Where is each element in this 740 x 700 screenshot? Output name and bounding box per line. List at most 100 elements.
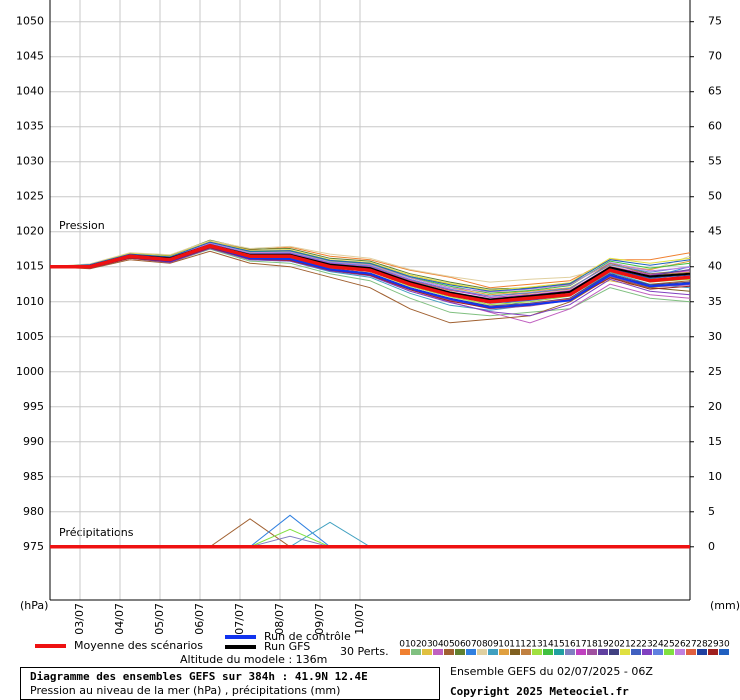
legend-label: Moyenne des scénarios xyxy=(74,639,203,652)
y-tick-label: 1010 xyxy=(16,295,44,308)
y-tick-label: 975 xyxy=(23,540,44,553)
legend-label: 28 xyxy=(696,640,708,650)
legend-label: 06 xyxy=(454,640,466,650)
y-tick-label: 1045 xyxy=(16,50,44,63)
legend-label: 16 xyxy=(564,640,576,650)
legend-label: 29 xyxy=(707,640,719,650)
y2-tick-label: 65 xyxy=(708,85,722,98)
legend-label: 04 xyxy=(432,640,444,650)
y2-tick-label: 25 xyxy=(708,365,722,378)
x-tick-label: 05/07 xyxy=(153,603,166,635)
legend-swatch xyxy=(609,649,619,655)
legend-swatch xyxy=(708,649,718,655)
y-tick-label: 1025 xyxy=(16,190,44,203)
y2-tick-label: 30 xyxy=(708,330,722,343)
altitude: Altitude du modele : 136m xyxy=(180,653,327,666)
y2-unit: (mm) xyxy=(710,599,740,612)
legend-label: 01 xyxy=(399,640,410,650)
pressure-line xyxy=(49,250,691,324)
legend-swatch xyxy=(455,649,465,655)
y-tick-label: 1020 xyxy=(16,225,44,238)
y2-tick-label: 75 xyxy=(708,15,722,28)
legend-swatch xyxy=(598,649,608,655)
title: Diagramme des ensembles GEFS sur 384h : … xyxy=(30,670,368,683)
legend-swatch xyxy=(532,649,542,655)
legend-label: Run de contrôle xyxy=(264,630,351,643)
y2-tick-label: 60 xyxy=(708,120,722,133)
y-tick-label: 1030 xyxy=(16,155,44,168)
y-tick-label: 980 xyxy=(23,505,44,518)
legend-label: 20 xyxy=(608,640,620,650)
y-tick-label: 995 xyxy=(23,400,44,413)
legend-label: 27 xyxy=(685,640,696,650)
legend-swatch xyxy=(697,649,707,655)
y2-tick-label: 5 xyxy=(708,505,715,518)
legend-label: 03 xyxy=(421,640,432,650)
legend-label: 26 xyxy=(674,640,686,650)
pressure-line xyxy=(49,241,691,292)
legend-label: 30 xyxy=(718,640,730,650)
legend-label: 11 xyxy=(509,640,520,650)
legend-swatch xyxy=(554,649,564,655)
y2-tick-label: 10 xyxy=(708,470,722,483)
legend-label: 07 xyxy=(465,640,476,650)
legend-label: 02 xyxy=(410,640,421,650)
x-tick-label: 09/07 xyxy=(313,603,326,635)
y2-tick-label: 15 xyxy=(708,435,722,448)
pressure-label: Pression xyxy=(59,219,105,232)
legend-swatch xyxy=(433,649,443,655)
legend-label: 12 xyxy=(520,640,531,650)
y-tick-label: 1005 xyxy=(16,330,44,343)
legend-label: 19 xyxy=(597,640,609,650)
y-tick-label: 1035 xyxy=(16,120,44,133)
precip-label: Précipitations xyxy=(59,526,134,539)
x-tick-label: 08/07 xyxy=(273,603,286,635)
x-tick-label: 10/07 xyxy=(353,603,366,635)
y-tick-label: 1015 xyxy=(16,260,44,273)
run-info: Ensemble GEFS du 02/07/2025 - 06Z xyxy=(450,665,653,678)
plot-area xyxy=(50,0,690,600)
y2-tick-label: 40 xyxy=(708,260,722,273)
legend-swatch xyxy=(499,649,509,655)
legend-label: 22 xyxy=(630,640,641,650)
y2-tick-label: 0 xyxy=(708,540,715,553)
legend-swatch xyxy=(664,649,674,655)
legend-swatch xyxy=(444,649,454,655)
legend-swatch xyxy=(488,649,498,655)
y-tick-label: 1040 xyxy=(16,85,44,98)
y2-tick-label: 45 xyxy=(708,225,722,238)
legend-swatch xyxy=(620,649,630,655)
y-tick-label: 990 xyxy=(23,435,44,448)
legend-label: 15 xyxy=(553,640,564,650)
y-tick-label: 1000 xyxy=(16,365,44,378)
perturbations-label: 30 Perts. xyxy=(340,645,389,658)
legend-swatch xyxy=(576,649,586,655)
legend-label: 14 xyxy=(542,640,554,650)
legend-label: 17 xyxy=(575,640,586,650)
y2-tick-label: 35 xyxy=(708,295,722,308)
legend-swatch xyxy=(719,649,729,655)
y-tick-label: 985 xyxy=(23,470,44,483)
legend-label: 21 xyxy=(619,640,630,650)
legend-label: 08 xyxy=(476,640,488,650)
y-tick-label: 1050 xyxy=(16,15,44,28)
legend-label: 18 xyxy=(586,640,598,650)
legend-label: 23 xyxy=(641,640,652,650)
legend-label: 09 xyxy=(487,640,499,650)
legend-swatch xyxy=(477,649,487,655)
x-tick-label: 03/07 xyxy=(73,603,86,635)
legend-label: 24 xyxy=(652,640,664,650)
copyright: Copyright 2025 Meteociel.fr xyxy=(450,685,629,698)
legend-swatch xyxy=(675,649,685,655)
y2-tick-label: 55 xyxy=(708,155,722,168)
legend-swatch xyxy=(521,649,531,655)
legend-swatch xyxy=(466,649,476,655)
y2-tick-label: 20 xyxy=(708,400,722,413)
y-unit: (hPa) xyxy=(20,599,48,612)
legend-swatch xyxy=(686,649,696,655)
legend-swatch xyxy=(543,649,553,655)
legend-swatch xyxy=(642,649,652,655)
subtitle: Pression au niveau de la mer (hPa) , pré… xyxy=(30,684,340,697)
